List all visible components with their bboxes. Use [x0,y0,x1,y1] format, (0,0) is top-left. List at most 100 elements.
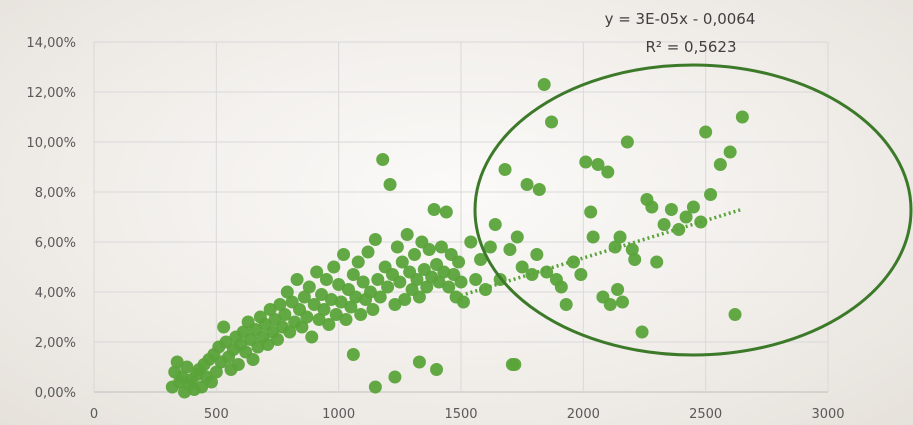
data-point [278,308,292,321]
data-point [315,288,329,301]
data-point [327,260,341,274]
data-point [584,205,598,219]
data-point [393,275,407,289]
data-point [283,325,297,339]
data-point [381,280,395,294]
gridlines [93,41,829,393]
data-point [532,183,546,196]
data-point [645,200,659,214]
data-point [354,308,368,321]
data-point [625,243,639,256]
data-point [723,145,737,159]
data-point [195,380,209,394]
data-point [503,243,517,256]
data-point [615,295,629,309]
data-point [452,255,466,269]
x-tick-label: 3000 [811,407,844,422]
data-point [650,255,664,269]
data-point [307,298,321,311]
data-point [297,290,311,304]
data-point [545,115,559,129]
data-point [390,240,404,254]
y-axis-ticks: 0,00% 2,00% 4,00% 6,00% 8,00% 10,00% 12,00% 14,… [26,36,76,401]
data-points [165,78,749,399]
y-tick-label: 10,00% [26,136,76,151]
data-point [439,205,453,219]
y-tick-label: 6,00% [35,236,76,251]
data-point [319,273,333,286]
y-tick-label: 2,00% [35,336,76,351]
data-point [300,310,314,324]
data-point [559,298,573,311]
data-point [339,313,353,326]
data-point [442,280,456,294]
data-point [422,243,436,256]
data-point [456,295,470,309]
data-point [305,330,319,344]
data-point [349,290,363,304]
data-point [346,348,360,361]
data-point [672,223,686,236]
data-point [537,78,551,91]
data-point [408,248,422,261]
data-point [474,253,488,266]
data-point [611,283,625,296]
data-point [231,358,245,371]
data-point [204,375,218,389]
data-point [356,275,370,289]
data-point [454,275,468,289]
data-point [613,230,627,244]
x-tick-label: 2000 [567,407,600,422]
data-point [337,248,351,261]
data-point [713,158,727,171]
data-point [574,268,588,281]
data-point [635,325,649,339]
data-point [217,320,231,334]
data-point [520,178,534,191]
data-point [420,280,434,294]
data-point [302,280,316,294]
x-tick-label: 1000 [322,407,355,422]
data-point [334,295,348,309]
y-tick-label: 8,00% [35,186,76,201]
data-point [579,155,593,169]
data-point [373,290,387,304]
data-point [368,233,382,246]
data-point [312,313,326,326]
data-point [400,228,414,241]
data-point [329,308,343,321]
data-point [515,260,529,274]
data-point [483,240,497,254]
data-point [498,163,512,176]
data-point [432,275,446,289]
data-point [567,255,581,269]
data-point [346,268,360,281]
x-tick-label: 500 [204,407,229,422]
data-point [628,253,642,266]
data-point [295,320,309,334]
data-point [332,278,346,291]
x-tick-label: 2500 [689,407,722,422]
data-point [263,303,277,316]
data-point [664,203,678,216]
data-point [679,210,693,224]
data-point [728,308,742,321]
data-point [322,318,336,331]
data-point [508,358,522,371]
data-point [427,203,441,216]
data-point [586,230,600,244]
data-point [209,365,223,379]
data-point [273,298,287,311]
data-point [361,245,375,259]
data-point [464,235,478,249]
data-point [430,363,444,376]
data-point [591,158,605,171]
data-point [469,273,483,286]
data-point [510,230,524,244]
data-point [280,285,294,299]
data-point [699,125,713,139]
data-point [412,290,426,304]
data-point [412,355,426,369]
